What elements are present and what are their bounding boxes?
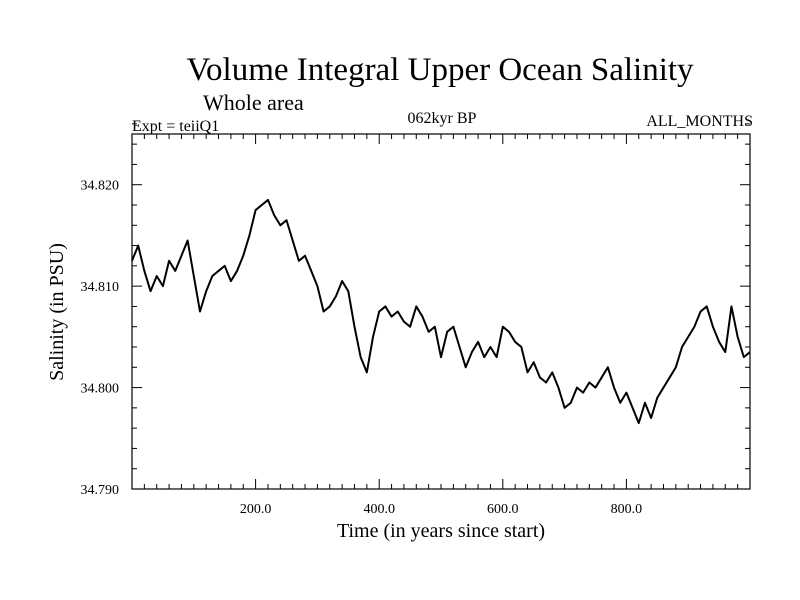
chart-subtitle: Whole area xyxy=(203,90,304,115)
x-axis-ticks xyxy=(131,134,751,489)
y-tick-label: 34.800 xyxy=(81,382,120,397)
x-axis-tick-labels: 200.0 400.0 600.0 800.0 xyxy=(240,502,642,517)
chart-title: Volume Integral Upper Ocean Salinity xyxy=(186,52,694,88)
months-label: ALL_MONTHS xyxy=(646,113,753,130)
y-axis-title: Salinity (in PSU) xyxy=(46,243,68,381)
x-tick-label: 400.0 xyxy=(363,502,395,517)
period-label: 062kyr BP xyxy=(408,110,477,127)
y-axis-tick-labels: 34.790 34.800 34.810 34.820 xyxy=(81,179,120,498)
x-axis-title: Time (in years since start) xyxy=(337,520,545,542)
x-tick-label: 600.0 xyxy=(487,502,519,517)
x-tick-label: 800.0 xyxy=(611,502,643,517)
y-tick-label: 34.790 xyxy=(81,483,120,498)
experiment-label: Expt = teiiQ1 xyxy=(132,118,219,135)
plot-frame xyxy=(131,133,751,490)
x-tick-label: 200.0 xyxy=(240,502,272,517)
y-tick-label: 34.820 xyxy=(81,179,120,194)
salinity-series-line xyxy=(131,198,751,425)
y-axis-ticks xyxy=(132,123,750,490)
y-tick-label: 34.810 xyxy=(81,280,120,295)
